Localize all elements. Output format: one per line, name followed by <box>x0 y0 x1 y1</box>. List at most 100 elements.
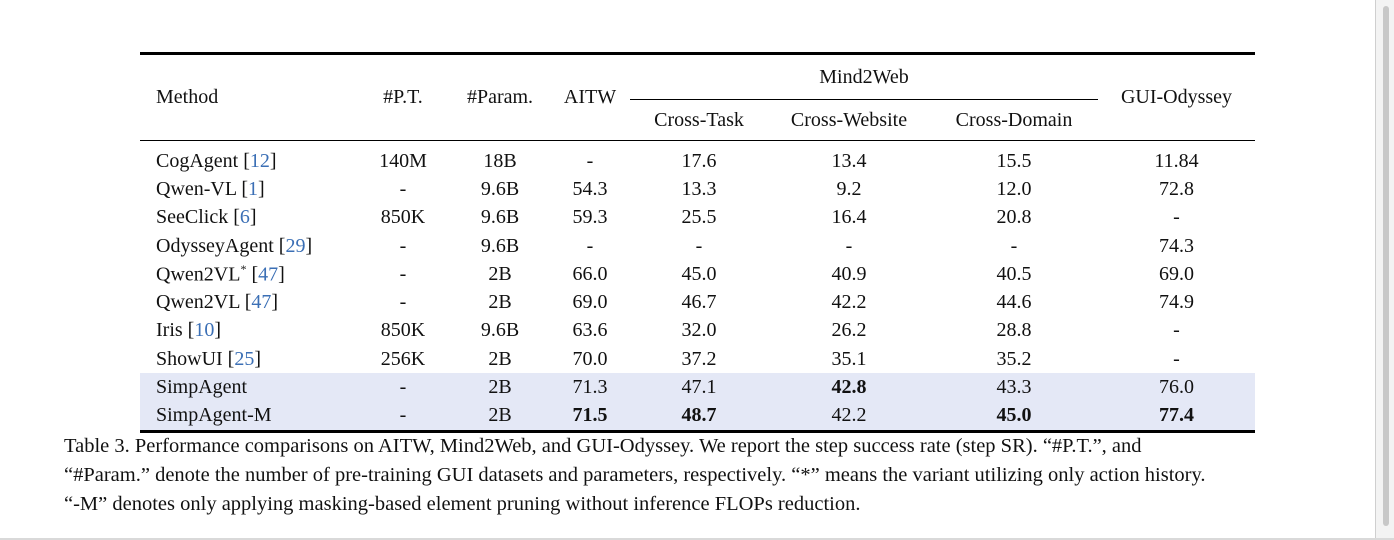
cell-cross-website: 42.2 <box>768 401 930 432</box>
cell-cross-website: 26.2 <box>831 319 867 342</box>
cell-gui-odyssey: 74.9 <box>1159 291 1194 314</box>
cell-aitw: 71.5 <box>550 401 630 432</box>
table-body: CogAgent [12] 140M 18B - 17.6 13.4 15.5 11.84 Qw… <box>140 141 1255 432</box>
method-name: SeeClick <box>156 206 229 229</box>
cell-param: 2B <box>450 401 550 432</box>
cell-cross-domain: 43.3 <box>930 373 1098 402</box>
cell-gui-odyssey: 74.3 <box>1159 234 1194 257</box>
cell-cross-task: 47.1 <box>630 373 768 402</box>
cell-cross-website: 9.2 <box>836 177 862 200</box>
header-cross-website: Cross-Website <box>790 108 908 131</box>
method-name: Qwen-VL <box>156 177 237 200</box>
cell-cross-website: 42.8 <box>768 373 930 402</box>
citation-link[interactable]: 10 <box>194 319 215 342</box>
cell-aitw: 59.3 <box>572 206 608 229</box>
cell-cross-task: 46.7 <box>681 291 717 314</box>
cell-pt: - <box>356 401 450 432</box>
cell-gui-odyssey: 69.0 <box>1159 262 1194 285</box>
cell-aitw: 54.3 <box>572 177 608 200</box>
cell-cross-domain: 20.8 <box>996 206 1032 229</box>
cell-cross-task: 13.3 <box>681 177 717 200</box>
method-cell: SimpAgent <box>140 373 356 402</box>
cell-pt: 140M <box>379 149 427 172</box>
cell-param: 9.6B <box>480 319 520 342</box>
vertical-scrollbar[interactable] <box>1375 0 1394 540</box>
cell-param: 2B <box>450 373 550 402</box>
header-method: Method <box>156 86 219 108</box>
cell-cross-domain: 45.0 <box>930 401 1098 432</box>
results-table-container: Method #P.T. #Param. AITW Mind2Web GUI-O… <box>140 52 1255 433</box>
cell-param: 2B <box>488 291 512 314</box>
cell-cross-website: 40.9 <box>831 262 867 285</box>
method-name: SimpAgent-M <box>156 404 272 427</box>
citation-link[interactable]: 47 <box>258 263 279 286</box>
method-cell: SimpAgent-M <box>140 401 356 432</box>
table-row: OdysseyAgent [29] - 9.6B - - - - 74.3 <box>140 232 1255 260</box>
cell-param: 9.6B <box>480 206 520 229</box>
cell-param: 2B <box>488 347 512 370</box>
cell-aitw: 70.0 <box>572 347 608 370</box>
method-cell: OdysseyAgent [29] <box>156 234 313 257</box>
citation-link[interactable]: 47 <box>251 291 272 314</box>
cell-aitw: 63.6 <box>572 319 608 342</box>
citation-link[interactable]: 1 <box>248 177 259 200</box>
cell-pt: - <box>399 291 407 314</box>
header-gui-odyssey: GUI-Odyssey <box>1120 86 1233 108</box>
caption-line-2: “#Param.” denote the number of pre-train… <box>64 464 1206 486</box>
page-bottom-border <box>0 538 1394 540</box>
cell-aitw: 69.0 <box>572 291 608 314</box>
cell-param: 2B <box>488 262 512 285</box>
caption-line-1: Table 3. Performance comparisons on AITW… <box>64 435 1142 457</box>
cell-pt: - <box>399 177 407 200</box>
cell-cross-task: - <box>695 234 703 257</box>
table-row: Qwen2VL [47] - 2B 69.0 46.7 42.2 44.6 74.9 <box>140 288 1255 316</box>
table-row: SimpAgent -2B 71.3 47.1 42.8 43.3 76.0 <box>140 373 1255 402</box>
method-name: CogAgent <box>156 149 239 172</box>
method-name: ShowUI <box>156 347 223 370</box>
header-mind2web: Mind2Web <box>630 53 1098 100</box>
method-cell: Qwen-VL [1] <box>156 177 265 200</box>
header-cross-domain: Cross-Domain <box>955 108 1073 131</box>
cell-gui-odyssey: 77.4 <box>1098 401 1255 432</box>
cell-cross-task: 45.0 <box>681 262 717 285</box>
cell-aitw: - <box>586 149 594 172</box>
method-cell: Qwen2VL* [47] <box>156 262 285 286</box>
cell-gui-odyssey: - <box>1173 319 1180 342</box>
citation-link[interactable]: 6 <box>239 206 250 229</box>
method-cell: Qwen2VL [47] <box>156 291 279 314</box>
table-caption: Table 3. Performance comparisons on AITW… <box>64 432 1344 519</box>
citation-link[interactable]: 12 <box>249 149 270 172</box>
cell-aitw: 66.0 <box>572 262 608 285</box>
cell-cross-task: 25.5 <box>681 206 717 229</box>
cell-cross-domain: - <box>1010 234 1018 257</box>
cell-gui-odyssey: - <box>1173 347 1180 370</box>
cell-cross-website: - <box>845 234 853 257</box>
table-row: Iris [10] 850K 9.6B 63.6 32.0 26.2 28.8 - <box>140 317 1255 345</box>
header-aitw: AITW <box>563 86 617 108</box>
citation-link[interactable]: 29 <box>285 234 306 257</box>
method-name: Qwen2VL <box>156 291 240 314</box>
cell-aitw: - <box>586 234 594 257</box>
cell-gui-odyssey: 72.8 <box>1159 177 1194 200</box>
cell-aitw: 71.3 <box>550 373 630 402</box>
table-row: Qwen-VL [1] - 9.6B 54.3 13.3 9.2 12.0 72.8 <box>140 175 1255 203</box>
method-name: Iris <box>156 319 183 342</box>
table-row: CogAgent [12] 140M 18B - 17.6 13.4 15.5 11.84 <box>140 141 1255 176</box>
variant-marker: * <box>240 262 247 276</box>
scrollbar-thumb[interactable] <box>1383 6 1389 526</box>
cell-pt: - <box>399 262 407 285</box>
citation-link[interactable]: 25 <box>234 347 255 370</box>
cell-gui-odyssey: 76.0 <box>1098 373 1255 402</box>
cell-gui-odyssey: - <box>1173 206 1180 229</box>
method-name: Qwen2VL <box>156 263 241 286</box>
cell-cross-website: 13.4 <box>831 149 867 172</box>
cell-cross-task: 32.0 <box>681 319 717 342</box>
cell-pt: 850K <box>380 319 426 342</box>
table-row: SeeClick [6] 850K 9.6B 59.3 25.5 16.4 20.8 - <box>140 204 1255 232</box>
cell-cross-task: 37.2 <box>681 347 717 370</box>
cell-cross-domain: 44.6 <box>996 291 1032 314</box>
method-name: OdysseyAgent <box>156 234 274 257</box>
header-cross-task: Cross-Task <box>654 108 744 131</box>
method-cell: ShowUI [25] <box>156 347 262 370</box>
results-table: Method #P.T. #Param. AITW Mind2Web GUI-O… <box>140 52 1255 433</box>
